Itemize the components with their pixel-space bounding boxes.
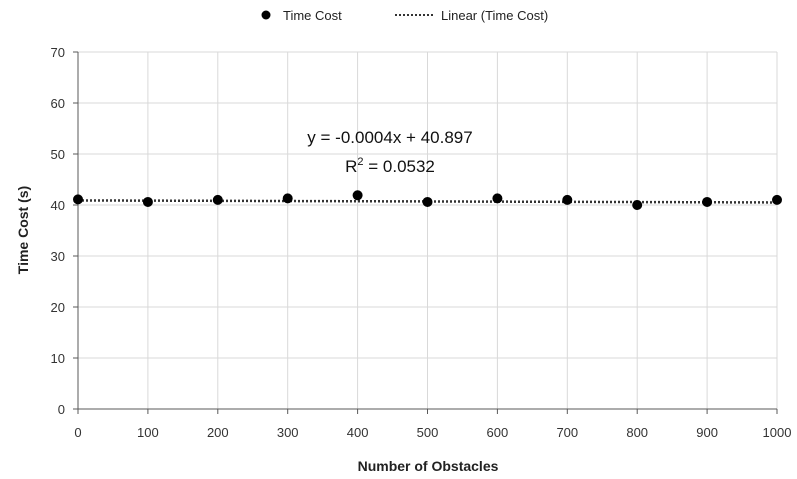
y-tick-label-10: 10 — [51, 351, 65, 366]
y-tick-label-30: 30 — [51, 249, 65, 264]
x-tick-label-300: 300 — [277, 425, 299, 440]
x-tick-label-700: 700 — [556, 425, 578, 440]
axes — [73, 51, 778, 414]
data-point-300 — [282, 193, 293, 204]
vertical-gridlines — [147, 52, 778, 409]
data-point-500 — [422, 196, 433, 207]
data-point-400 — [352, 190, 363, 201]
y-tick-label-60: 60 — [51, 96, 65, 111]
x-tick-label-400: 400 — [347, 425, 369, 440]
x-tick-labels: 0 100 200 300 400 500 600 700 800 900 1000 — [74, 425, 791, 440]
legend-label-time-cost: Time Cost — [283, 8, 342, 23]
data-point-900 — [702, 196, 713, 207]
x-tick-label-600: 600 — [487, 425, 509, 440]
x-tick-label-100: 100 — [137, 425, 159, 440]
data-point-100 — [142, 196, 153, 207]
y-tick-label-70: 70 — [51, 45, 65, 60]
x-tick-label-500: 500 — [417, 425, 439, 440]
legend: Time Cost Linear (Time Cost) — [261, 8, 548, 23]
x-tick-label-900: 900 — [696, 425, 718, 440]
data-point-700 — [562, 194, 573, 205]
legend-marker-time-cost — [261, 10, 271, 20]
r-squared-prefix: R — [345, 157, 357, 176]
data-point-1000 — [772, 194, 782, 205]
x-tick-label-200: 200 — [207, 425, 229, 440]
data-point-0 — [73, 194, 83, 205]
data-point-600 — [492, 193, 503, 204]
x-axis-title: Number of Obstacles — [358, 458, 499, 474]
r-squared-value: = 0.0532 — [364, 157, 435, 176]
data-point-800 — [632, 200, 643, 210]
data-point-200 — [212, 194, 223, 205]
legend-label-trendline: Linear (Time Cost) — [441, 8, 548, 23]
y-tick-label-40: 40 — [51, 198, 65, 213]
y-tick-labels: 0 10 20 30 40 50 60 70 — [51, 45, 65, 417]
data-points — [73, 190, 782, 210]
r-squared-superscript: 2 — [357, 156, 363, 168]
y-tick-label-50: 50 — [51, 147, 65, 162]
r-squared-label: R2 = 0.0532 — [345, 156, 435, 176]
x-tick-label-0: 0 — [74, 425, 81, 440]
y-tick-label-20: 20 — [51, 300, 65, 315]
horizontal-gridlines — [78, 51, 777, 359]
trendline-equation: y = -0.0004x + 40.897 — [307, 128, 472, 147]
y-tick-label-0: 0 — [58, 402, 65, 417]
y-axis-title: Time Cost (s) — [15, 186, 31, 274]
x-tick-label-1000: 1000 — [763, 425, 792, 440]
x-tick-label-800: 800 — [626, 425, 648, 440]
